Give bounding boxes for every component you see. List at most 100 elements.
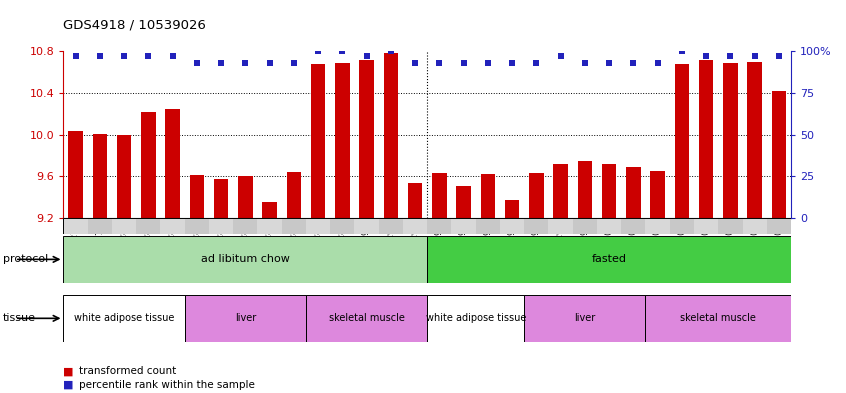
Bar [262,202,277,218]
Point [409,60,422,66]
Point [675,48,689,54]
Bar [63,218,88,234]
Bar [233,218,257,234]
Bar [626,167,640,218]
Bar [379,218,403,234]
Point [481,60,495,66]
Point [432,60,446,66]
Bar [456,186,471,218]
Point [263,60,277,66]
Bar [190,175,204,218]
Bar [117,134,131,218]
Bar [670,218,694,234]
Bar [161,218,184,234]
Text: ■: ■ [63,380,74,390]
Text: skeletal muscle: skeletal muscle [680,313,756,323]
Bar [772,91,786,218]
Bar [184,295,306,342]
Bar [306,295,427,342]
Bar [578,161,592,218]
Bar [602,164,617,218]
Point [602,60,616,66]
Bar [718,218,743,234]
Bar [548,218,573,234]
Text: liver: liver [234,313,256,323]
Bar [330,218,354,234]
Bar [475,218,500,234]
Bar [360,61,374,218]
Point [141,53,155,59]
Point [578,60,591,66]
Text: ■: ■ [63,366,74,376]
Bar [287,172,301,218]
Bar [743,218,766,234]
Point [93,53,107,59]
Bar [88,218,112,234]
Bar [69,132,83,218]
Point [118,53,131,59]
Bar [500,218,525,234]
Point [239,60,252,66]
Text: ad libitum chow: ad libitum chow [201,254,290,264]
Bar [553,164,568,218]
Bar [141,112,156,218]
Point [700,53,713,59]
Bar [529,173,544,218]
Bar [452,218,475,234]
Text: white adipose tissue: white adipose tissue [426,313,526,323]
Point [384,48,398,54]
Bar [747,62,762,218]
Bar [597,218,621,234]
Bar [766,218,791,234]
Point [311,48,325,54]
Bar [184,218,209,234]
Bar [209,218,233,234]
Bar [674,64,689,218]
Bar [310,64,326,218]
Point [69,53,82,59]
Bar [651,171,665,218]
Bar [282,218,306,234]
Text: tissue: tissue [3,313,36,323]
Point [748,53,761,59]
Bar [136,218,161,234]
Bar [427,218,452,234]
Bar [112,218,136,234]
Point [190,60,204,66]
Bar [403,218,427,234]
Text: white adipose tissue: white adipose tissue [74,313,174,323]
Point [287,60,300,66]
Bar [432,173,447,218]
Bar [645,295,791,342]
Text: GDS4918 / 10539026: GDS4918 / 10539026 [63,18,206,31]
Bar [383,53,398,218]
Text: liver: liver [574,313,596,323]
Text: fasted: fasted [591,254,627,264]
Bar [354,218,379,234]
Bar [238,176,253,218]
Bar [699,61,713,218]
Point [772,53,786,59]
Bar [257,218,282,234]
Point [627,60,640,66]
Text: transformed count: transformed count [79,366,176,376]
Point [723,53,737,59]
Bar [427,295,525,342]
Bar [525,218,548,234]
Bar [481,174,495,218]
Point [166,53,179,59]
Bar [505,200,519,218]
Point [651,60,664,66]
Bar [214,180,228,218]
Bar [92,134,107,218]
Point [530,60,543,66]
Text: percentile rank within the sample: percentile rank within the sample [79,380,255,390]
Bar [408,183,422,218]
Bar [427,236,791,283]
Bar [525,295,645,342]
Bar [335,62,349,218]
Bar [63,236,427,283]
Point [505,60,519,66]
Bar [63,295,184,342]
Bar [723,62,738,218]
